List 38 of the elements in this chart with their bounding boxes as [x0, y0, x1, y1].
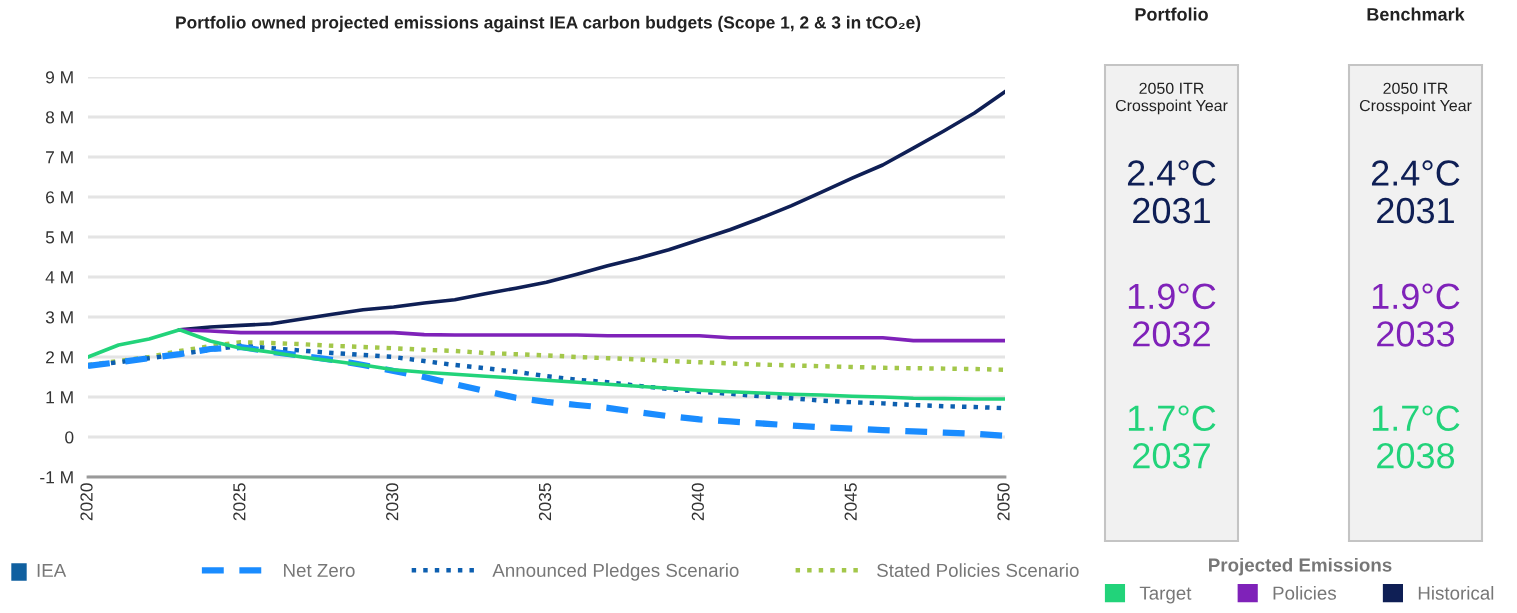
y-tick-label: 7 M [46, 151, 73, 164]
x-tick-label: 2020 [80, 483, 93, 521]
text: 2050 ITR Crosspoint Year [1115, 82, 1228, 115]
text: 1.7°C 2038 [1372, 405, 1460, 469]
x-tick-label: 2030 [386, 483, 399, 521]
legend-title: Projected Emissions [1209, 557, 1392, 576]
x-tick-label: 2045 [844, 483, 857, 521]
x-tick-label: 2050 [997, 483, 1010, 521]
text: Benchmark [1367, 7, 1465, 21]
chart-title: Portfolio owned projected emissions against IEA carbon budgets (Scope 1, 2 & 3 in tCO₂e) [176, 15, 921, 33]
text: 2.4°C 2031 [1371, 160, 1460, 224]
legend-label: Net Zero [284, 563, 355, 578]
y-tick-label: 9 M [45, 71, 73, 84]
text: 1.7°C 2037 [1128, 405, 1216, 469]
text: 1.9°C 2032 [1128, 283, 1216, 347]
text: IEA [37, 563, 67, 577]
y-tick-label: 1 M [46, 391, 73, 404]
line-series [88, 327, 1005, 401]
legend-label: Announced Pledges Scenario [492, 563, 739, 581]
y-tick-label: 6 M [46, 191, 73, 204]
text: 2050 ITR Crosspoint Year [1359, 82, 1472, 115]
y-tick-label: 2 M [46, 351, 73, 364]
text: Portfolio [1135, 7, 1208, 21]
y-tick-label: 3 M [45, 311, 73, 324]
y-tick-label: 8 M [45, 111, 73, 124]
text: 2.4°C 2031 [1127, 160, 1216, 224]
legend-label: Historical [1418, 586, 1494, 600]
x-tick-label: 2025 [233, 483, 246, 521]
y-tick-label: -1 M [40, 471, 73, 484]
legend-label: Policies [1273, 586, 1336, 600]
legend-label: Stated Policies Scenario [877, 563, 1079, 578]
x-tick-label: 2035 [538, 483, 552, 521]
text: 1.9°C 2033 [1372, 283, 1460, 347]
y-tick-label: 5 M [45, 231, 73, 244]
y-tick-label: 4 M [45, 271, 73, 284]
y-tick-label: 0 [65, 431, 74, 444]
legend-label: Target [1139, 586, 1192, 604]
x-tick-label: 2040 [691, 483, 704, 521]
